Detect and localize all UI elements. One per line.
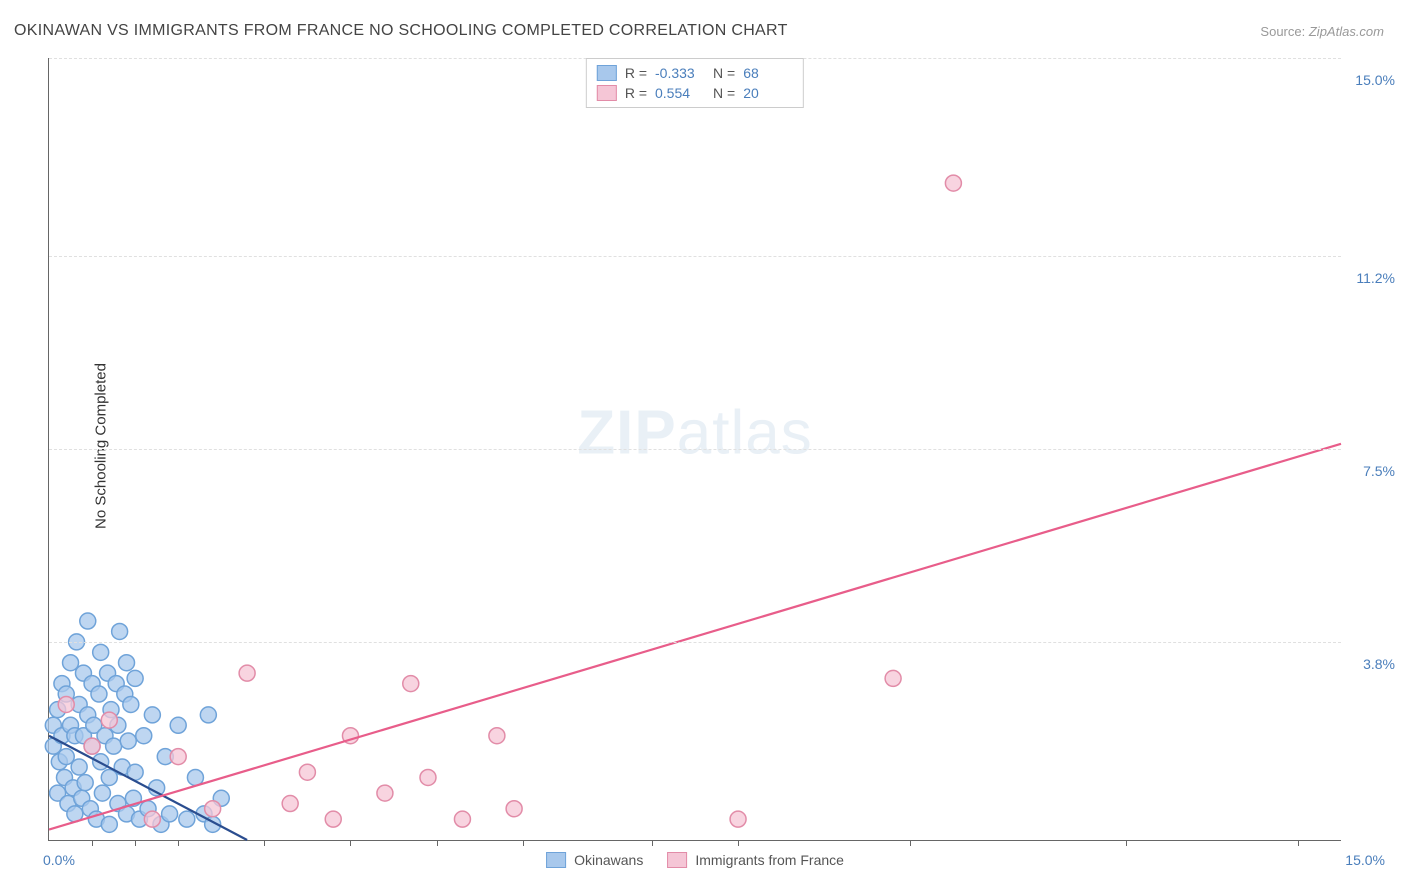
- x-tick: [1126, 840, 1127, 846]
- series-legend: Okinawans Immigrants from France: [546, 852, 844, 868]
- scatter-point: [80, 613, 96, 629]
- series-name-1: Immigrants from France: [695, 852, 844, 868]
- r-label-1: R =: [625, 85, 647, 101]
- scatter-point: [420, 769, 436, 785]
- x-tick: [1298, 840, 1299, 846]
- scatter-point: [403, 676, 419, 692]
- scatter-point: [136, 728, 152, 744]
- scatter-point: [299, 764, 315, 780]
- scatter-point: [205, 801, 221, 817]
- scatter-point: [101, 816, 117, 832]
- source-attribution: Source: ZipAtlas.com: [1260, 24, 1384, 39]
- x-axis-start: 0.0%: [43, 852, 75, 868]
- source-label: Source:: [1260, 24, 1305, 39]
- x-tick: [350, 840, 351, 846]
- source-value: ZipAtlas.com: [1309, 24, 1384, 39]
- scatter-point: [489, 728, 505, 744]
- gridline: [49, 449, 1341, 450]
- scatter-point: [144, 707, 160, 723]
- scatter-point: [506, 801, 522, 817]
- trend-line: [49, 444, 1341, 830]
- scatter-point: [58, 696, 74, 712]
- scatter-point: [58, 749, 74, 765]
- scatter-point: [77, 775, 93, 791]
- scatter-point: [93, 644, 109, 660]
- x-tick: [264, 840, 265, 846]
- scatter-point: [945, 175, 961, 191]
- scatter-point: [91, 686, 107, 702]
- scatter-point: [170, 717, 186, 733]
- n-label-1: N =: [713, 85, 735, 101]
- swatch-okinawans: [597, 65, 617, 81]
- x-tick: [135, 840, 136, 846]
- correlation-legend: R = -0.333 N = 68 R = 0.554 N = 20: [586, 58, 804, 108]
- scatter-point: [119, 655, 135, 671]
- legend-row-france: R = 0.554 N = 20: [597, 83, 793, 103]
- scatter-point: [179, 811, 195, 827]
- scatter-point: [325, 811, 341, 827]
- plot-area: ZIPatlas R = -0.333 N = 68 R = 0.554 N =…: [48, 58, 1341, 841]
- x-tick: [738, 840, 739, 846]
- x-tick: [92, 840, 93, 846]
- chart-title: OKINAWAN VS IMMIGRANTS FROM FRANCE NO SC…: [14, 22, 788, 40]
- gridline: [49, 642, 1341, 643]
- scatter-point: [885, 670, 901, 686]
- legend-row-okinawans: R = -0.333 N = 68: [597, 63, 793, 83]
- x-tick: [652, 840, 653, 846]
- scatter-point: [200, 707, 216, 723]
- scatter-point: [239, 665, 255, 681]
- scatter-point: [120, 733, 136, 749]
- x-tick: [178, 840, 179, 846]
- chart-container: OKINAWAN VS IMMIGRANTS FROM FRANCE NO SC…: [0, 0, 1406, 892]
- scatter-point: [377, 785, 393, 801]
- swatch-bottom-okinawans: [546, 852, 566, 868]
- y-tick-label: 3.8%: [1363, 656, 1395, 672]
- n-value-0: 68: [743, 65, 793, 81]
- scatter-point: [94, 785, 110, 801]
- scatter-point: [162, 806, 178, 822]
- swatch-bottom-france: [667, 852, 687, 868]
- y-tick-label: 7.5%: [1363, 463, 1395, 479]
- y-tick-label: 15.0%: [1355, 72, 1395, 88]
- scatter-point: [123, 696, 139, 712]
- scatter-point: [144, 811, 160, 827]
- scatter-point: [454, 811, 470, 827]
- scatter-point: [101, 712, 117, 728]
- scatter-point: [730, 811, 746, 827]
- scatter-point: [170, 749, 186, 765]
- r-label-0: R =: [625, 65, 647, 81]
- scatter-point: [106, 738, 122, 754]
- n-label-0: N =: [713, 65, 735, 81]
- x-axis-end: 15.0%: [1345, 852, 1385, 868]
- gridline: [49, 256, 1341, 257]
- scatter-point: [84, 738, 100, 754]
- scatter-point: [282, 796, 298, 812]
- swatch-france: [597, 85, 617, 101]
- scatter-point: [101, 769, 117, 785]
- x-tick: [437, 840, 438, 846]
- r-value-1: 0.554: [655, 85, 705, 101]
- scatter-point: [63, 655, 79, 671]
- scatter-point: [71, 759, 87, 775]
- scatter-point: [112, 623, 128, 639]
- x-tick: [523, 840, 524, 846]
- series-name-0: Okinawans: [574, 852, 643, 868]
- scatter-point: [127, 670, 143, 686]
- legend-item-france: Immigrants from France: [667, 852, 844, 868]
- r-value-0: -0.333: [655, 65, 705, 81]
- x-tick: [910, 840, 911, 846]
- n-value-1: 20: [743, 85, 793, 101]
- legend-item-okinawans: Okinawans: [546, 852, 643, 868]
- y-tick-label: 11.2%: [1356, 270, 1395, 286]
